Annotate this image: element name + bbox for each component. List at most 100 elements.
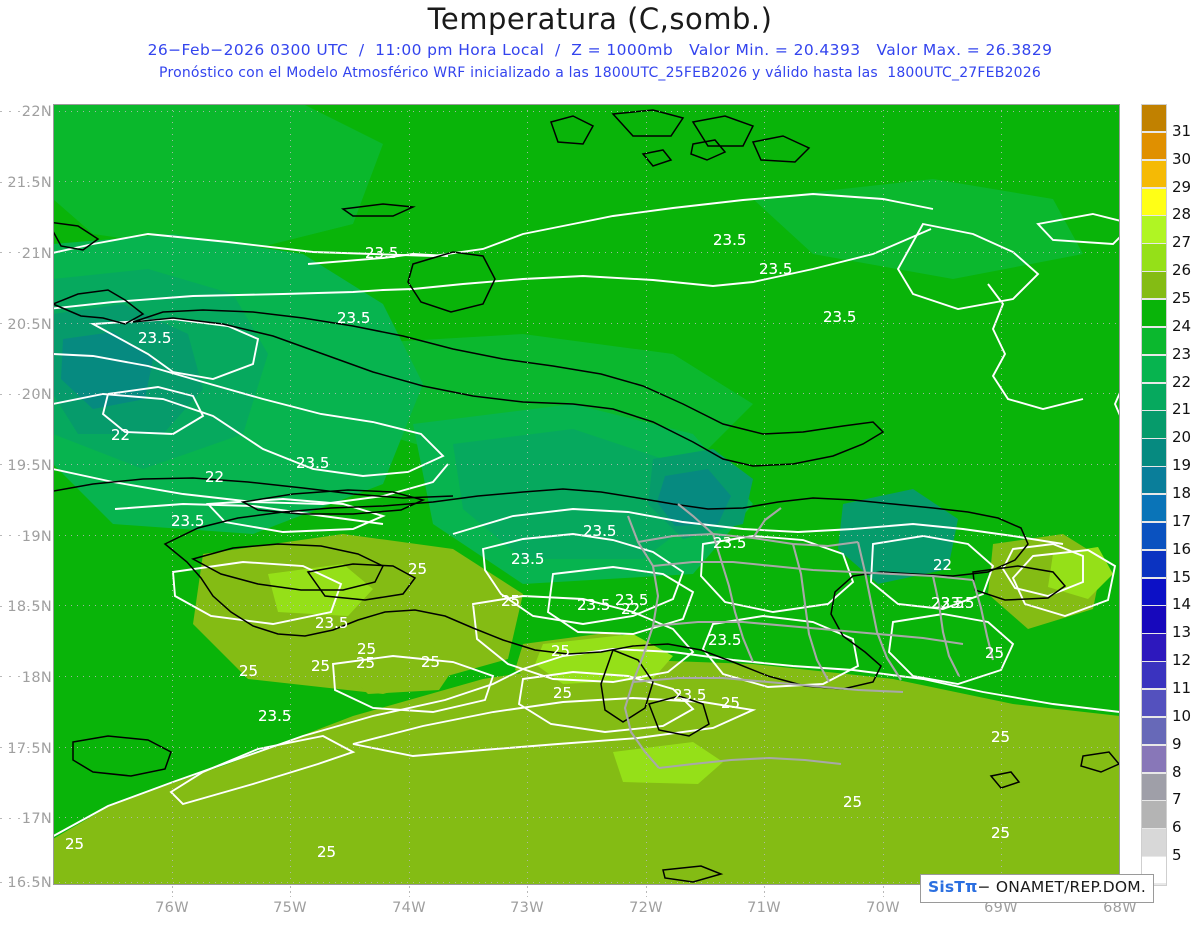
contour-label: 25 — [317, 843, 337, 861]
x-axis-label: 76W — [155, 900, 189, 916]
colorbar-band — [1142, 216, 1166, 243]
org-name: ONAMET/REP.DOM. — [995, 878, 1146, 896]
y-axis-tick — [0, 747, 50, 748]
colorbar-band — [1142, 355, 1166, 382]
contour-label: 25 — [421, 653, 441, 671]
contour-label: 25 — [357, 640, 377, 658]
contour-label: 25 — [553, 684, 573, 702]
colorbar-tick-label: 24 — [1172, 316, 1192, 335]
gridline-h — [53, 323, 1120, 324]
colorbar-tick-label: 22 — [1172, 372, 1192, 391]
contour-label: 23.5 — [337, 309, 371, 327]
forecast-meta: 26−Feb−2026 0300 UTC / 11:00 pm Hora Loc… — [147, 41, 1053, 59]
gridline-v — [646, 104, 647, 885]
x-axis-tick — [646, 886, 647, 897]
contour-label: 25 — [991, 728, 1011, 746]
contour-label: 25 — [985, 644, 1005, 662]
brand-name: SisTπ — [928, 878, 978, 896]
colorbar-band — [1142, 272, 1166, 299]
contour-label: 25 — [721, 694, 741, 712]
gridline-h — [53, 747, 1120, 748]
contour-label: 23.5 — [315, 614, 349, 632]
x-axis-label: 74W — [392, 900, 426, 916]
colorbar-band — [1142, 411, 1166, 438]
gridline-h — [53, 605, 1120, 606]
y-axis-label: 16.5N — [7, 875, 52, 891]
contour-label: 23.5 — [931, 594, 965, 612]
colorbar-tick-label: 5 — [1172, 846, 1182, 865]
x-axis-label: 75W — [273, 900, 307, 916]
temperature-colorbar[interactable] — [1141, 104, 1167, 886]
colorbar-tick-label: 13 — [1172, 623, 1192, 642]
colorbar-band — [1142, 383, 1166, 410]
contour-label: 23.5 — [577, 596, 611, 614]
contour-label: 22 — [205, 468, 225, 486]
colorbar-band — [1142, 578, 1166, 605]
gridline-h — [53, 393, 1120, 394]
x-axis-tick — [290, 886, 291, 897]
contour-label: 25 — [408, 560, 428, 578]
contour-label: 23.5 — [713, 534, 747, 552]
gridline-h — [53, 882, 1120, 883]
gridline-h — [53, 181, 1120, 182]
colorbar-tick-label: 11 — [1172, 679, 1192, 697]
colorbar-tick-label: 16 — [1172, 539, 1192, 558]
contour-label: 23.5 — [511, 550, 545, 568]
contour-label: 23.5 — [713, 231, 747, 249]
colorbar-band — [1142, 690, 1166, 717]
colorbar-band — [1142, 495, 1166, 522]
y-axis-tick — [0, 818, 50, 819]
colorbar-tick-label: 7 — [1172, 790, 1182, 809]
y-axis-label: 19.5N — [7, 458, 52, 474]
y-axis-tick — [0, 252, 50, 253]
colorbar-tick-label: 14 — [1172, 595, 1192, 614]
gridline-v — [764, 104, 765, 885]
y-axis-tick — [0, 182, 50, 183]
x-axis-tick — [172, 886, 173, 897]
gridline-h — [53, 535, 1120, 536]
attribution-logo: SisTπ− ONAMET/REP.DOM. — [920, 874, 1154, 903]
colorbar-band — [1142, 105, 1166, 132]
temperature-map: 23.5 23.5 23.5 23.5 23.5 23.5 22 22 23.5… — [53, 104, 1120, 885]
colorbar-tick-label: 28 — [1172, 205, 1192, 224]
shading-layer — [53, 104, 1120, 885]
contour-label: 23.5 — [941, 594, 975, 612]
x-axis-label: 71W — [747, 900, 781, 916]
gridline-v — [172, 104, 173, 885]
x-axis-label: 70W — [866, 900, 900, 916]
contour-label: 22 — [621, 600, 641, 618]
contour-label: 22 — [933, 556, 953, 574]
gridline-h — [53, 676, 1120, 677]
colorbar-band — [1142, 773, 1166, 800]
gridline-h — [53, 252, 1120, 253]
colorbar-tick-label: 9 — [1172, 734, 1182, 753]
colorbar-tick-label: 20 — [1172, 428, 1192, 447]
y-axis-tick — [0, 606, 50, 607]
y-axis-label: 20N — [21, 387, 52, 403]
colorbar-band — [1142, 550, 1166, 577]
colorbar-tick-label: 17 — [1172, 511, 1192, 530]
colorbar-band — [1142, 300, 1166, 327]
colorbar-tick-label: 23 — [1172, 344, 1192, 363]
x-axis-tick — [764, 886, 765, 897]
gridline-h — [53, 464, 1120, 465]
gridline-v — [883, 104, 884, 885]
model-meta: Pronóstico con el Modelo Atmosférico WRF… — [159, 65, 1041, 81]
y-axis-label: 20.5N — [7, 317, 52, 333]
contour-label: 23.5 — [583, 522, 617, 540]
y-axis-label: 21N — [21, 246, 52, 262]
contour-label: 25 — [843, 793, 863, 811]
colorbar-tick-label: 12 — [1172, 651, 1192, 670]
contour-label: 23.5 — [823, 308, 857, 326]
contour-label: 23.5 — [615, 591, 649, 609]
gridline-v — [290, 104, 291, 885]
colorbar-tick-label: 19 — [1172, 456, 1192, 475]
colorbar-band — [1142, 439, 1166, 466]
y-axis-label: 17.5N — [7, 741, 52, 757]
y-axis-tick — [0, 535, 50, 536]
colorbar-band — [1142, 132, 1166, 160]
x-axis-tick — [409, 886, 410, 897]
colorbar-band — [1142, 467, 1166, 494]
gridline-v — [527, 104, 528, 885]
logo-separator: − — [977, 878, 991, 896]
